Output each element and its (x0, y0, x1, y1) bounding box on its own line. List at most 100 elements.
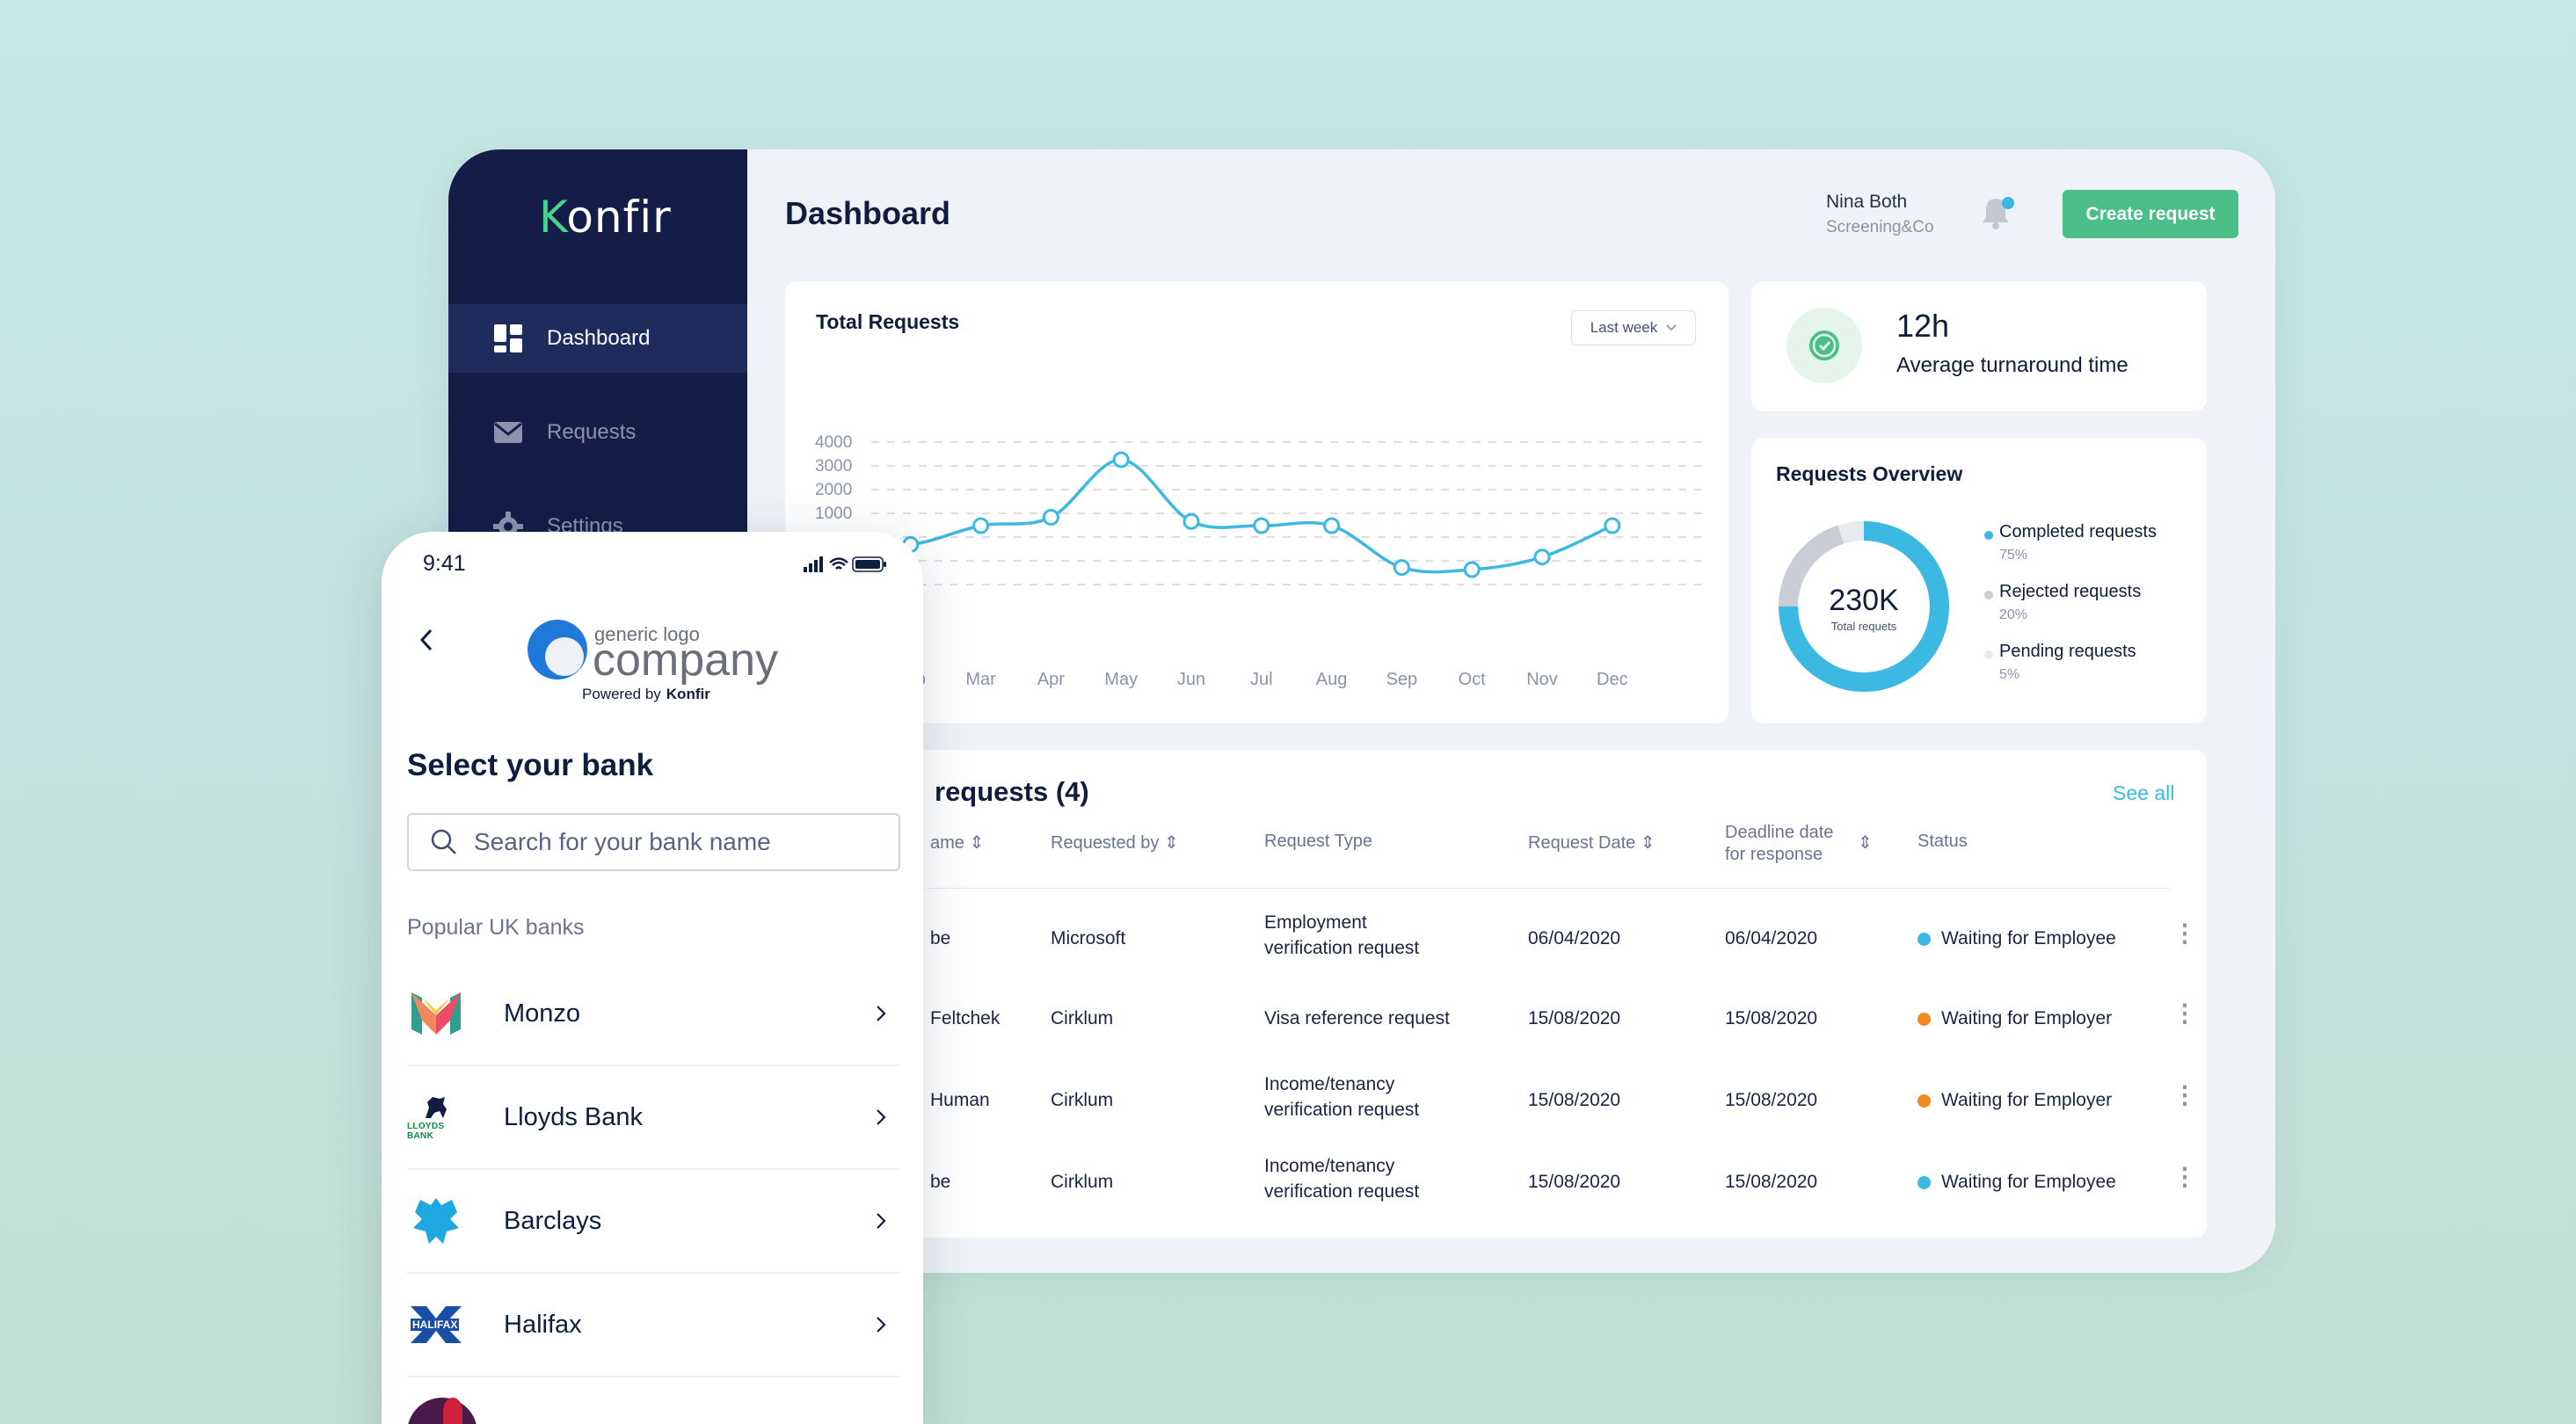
table-row[interactable]: Human Cirklum Income/tenancy verificatio… (785, 1068, 2207, 1130)
period-dropdown[interactable]: Last week (1571, 310, 1696, 345)
status-badge: Waiting for Employee (1917, 928, 2116, 949)
chevron-right-icon (877, 1006, 886, 1021)
create-request-button[interactable]: Create request (2063, 190, 2238, 238)
status-clock-icon (1917, 1175, 1931, 1189)
cell-by: Cirklum (1051, 1172, 1114, 1192)
select-bank-title: Select your bank (407, 748, 654, 782)
mobile-bank-selector: 9:41 generic logo company Powered by Kon… (382, 532, 923, 1424)
turnaround-value: 12h (1896, 308, 1950, 344)
row-menu-icon[interactable]: ⋮ (2172, 999, 2197, 1027)
x-tick-label: Aug (1316, 670, 1348, 689)
sidebar-item-label: Requests (547, 420, 637, 444)
bank-item-monzo[interactable]: Monzo (407, 963, 900, 1066)
bank-item-halifax[interactable]: HALIFAX Halifax (407, 1274, 900, 1377)
bank-search-field[interactable] (407, 813, 900, 871)
company-logo-icon (528, 620, 587, 679)
legend-completed: Completed requests (1999, 522, 2157, 541)
grid-icon (494, 324, 522, 352)
x-tick-label: Jun (1177, 670, 1205, 689)
data-point[interactable] (1112, 451, 1130, 469)
barclays-eagle-icon (407, 1192, 465, 1250)
x-tick-label: May (1104, 670, 1138, 689)
data-point[interactable] (972, 517, 990, 534)
brand-big: company (593, 635, 778, 686)
donut-chart: 230K Total requets (1779, 521, 1949, 692)
cell-by: Cirklum (1051, 1008, 1114, 1028)
lloyds-logo-text: LLOYDS BANK (407, 1122, 445, 1141)
status-bar-time: 9:41 (423, 551, 466, 576)
col-request-type: Request Type (1264, 832, 1373, 851)
mail-icon (494, 422, 522, 443)
cell-deadline: 15/08/2020 (1725, 1172, 1818, 1192)
see-all-link[interactable]: See all (2113, 781, 2175, 804)
status-clock-icon (1917, 1093, 1931, 1108)
legend-pending-pct: 5% (1999, 667, 2020, 682)
cell-name: Human (930, 1090, 990, 1110)
x-tick-label: Mar (965, 670, 996, 689)
x-tick-label: Jul (1250, 670, 1273, 689)
dashboard-window: Konfir Dashboard Requests Settings Dashb… (448, 149, 2275, 1273)
table-row[interactable]: be Microsoft Employment verification req… (785, 906, 2207, 968)
col-requested-by[interactable]: Requested by ⇕ (1051, 832, 1179, 854)
powered-logo: Konfir (666, 686, 710, 702)
x-tick-label: Nov (1526, 670, 1558, 689)
cell-name: Feltchek (930, 1008, 1001, 1028)
data-point[interactable] (1323, 517, 1341, 534)
status-bar-icons (804, 556, 886, 572)
legend-dot-pending (1984, 650, 1993, 659)
cell-deadline: 15/08/2020 (1725, 1008, 1818, 1028)
col-deadline[interactable]: Deadline date for response (1725, 822, 1833, 866)
requests-overview-card: Requests Overview 230K Total requets Com… (1751, 438, 2207, 723)
data-point[interactable] (1393, 559, 1410, 577)
bank-item-lloyds[interactable]: LLOYDS BANK Lloyds Bank (407, 1066, 900, 1170)
table-row[interactable]: be Cirklum Income/tenancy verification r… (785, 1151, 2207, 1212)
sidebar-item-label: Dashboard (547, 326, 651, 350)
col-name[interactable]: ame ⇕ (930, 832, 984, 854)
legend-dot-rejected (1984, 591, 1993, 599)
back-arrow-icon[interactable] (417, 627, 438, 653)
cell-by: Cirklum (1051, 1090, 1114, 1110)
cell-type: Visa reference request (1264, 1008, 1450, 1028)
legend-completed-pct: 75% (1999, 548, 2028, 563)
sidebar-item-requests[interactable]: Requests (448, 398, 747, 467)
x-tick-label: Oct (1459, 670, 1487, 689)
data-point[interactable] (1533, 549, 1551, 566)
overview-title: Requests Overview (1776, 462, 1963, 485)
app-logo[interactable]: Konfir (539, 192, 672, 243)
cell-name: be (930, 928, 951, 948)
data-point[interactable] (1604, 517, 1621, 534)
data-point[interactable] (1463, 561, 1481, 578)
row-menu-icon[interactable]: ⋮ (2172, 1081, 2197, 1108)
bank-item-barclays[interactable]: Barclays (407, 1170, 900, 1274)
halifax-logo-text: HALIFAX (411, 1319, 460, 1331)
x-tick-label: Dec (1597, 670, 1628, 689)
bank-search-input[interactable] (474, 828, 896, 856)
brand-small: generic logo (594, 623, 700, 645)
cell-deadline: 06/04/2020 (1725, 928, 1818, 948)
period-value: Last week (1590, 319, 1658, 336)
user-name[interactable]: Nina Both (1826, 192, 1908, 212)
sidebar-item-dashboard[interactable]: Dashboard (448, 304, 747, 373)
legend-rejected: Rejected requests (1999, 582, 2142, 601)
chevron-down-icon (1666, 324, 1677, 331)
cell-deadline: 15/08/2020 (1725, 1090, 1818, 1110)
cell-type: Income/tenancy verification request (1264, 1156, 1420, 1202)
sort-icon: ⇕ (1640, 833, 1655, 853)
table-title: requests (4) (935, 776, 1089, 807)
signal-icon (804, 556, 823, 572)
col-request-date[interactable]: Request Date ⇕ (1528, 832, 1655, 854)
legend-dot-completed (1984, 531, 1993, 540)
turnaround-card: 12h Average turnaround time (1751, 281, 2207, 411)
header-divider (926, 888, 2170, 889)
row-menu-icon[interactable]: ⋮ (2172, 1163, 2197, 1190)
data-point[interactable] (1253, 517, 1270, 534)
monzo-logo-icon (407, 984, 465, 1043)
table-row[interactable]: Feltchek Cirklum Visa reference request … (785, 987, 2207, 1049)
lloyds-horse-icon: LLOYDS BANK (407, 1088, 465, 1146)
col-status: Status (1917, 832, 1968, 851)
donut-total: 230K (1829, 584, 1899, 617)
data-point[interactable] (1182, 512, 1200, 530)
sort-icon: ⇕ (1858, 833, 1873, 853)
data-point[interactable] (1042, 508, 1059, 526)
row-menu-icon[interactable]: ⋮ (2172, 919, 2197, 947)
